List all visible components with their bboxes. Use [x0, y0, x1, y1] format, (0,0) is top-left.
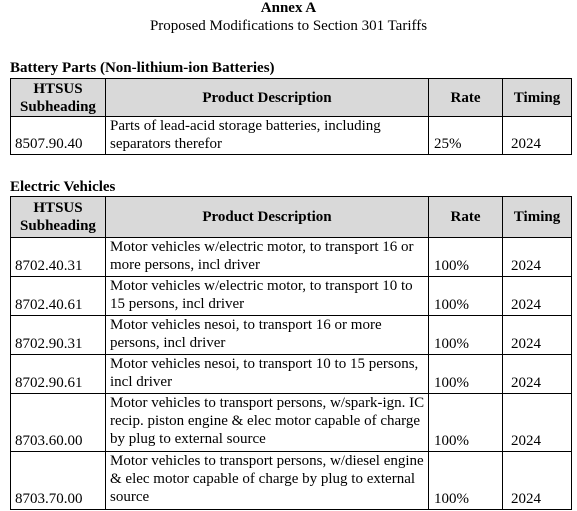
table-row: 8702.90.31 Motor vehicles nesoi, to tran… [10, 315, 572, 355]
hts-header: HTSUS Subheading [10, 78, 106, 117]
rate-value: 25% [428, 116, 503, 155]
rate-value: 100% [428, 451, 503, 510]
table-row: 8703.60.00 Motor vehicles to transport p… [10, 393, 572, 452]
timing-value: 2024 [502, 116, 572, 155]
hts-code: 8702.40.31 [10, 237, 106, 277]
rate-value: 100% [428, 276, 503, 316]
timing-value: 2024 [502, 315, 572, 355]
hts-code: 8702.40.61 [10, 276, 106, 316]
product-description: Motor vehicles to transport persons, w/d… [105, 451, 429, 510]
timing-header: Timing [502, 78, 572, 117]
timing-header: Timing [502, 196, 572, 238]
product-description: Motor vehicles to transport persons, w/s… [105, 393, 429, 452]
ev-table: HTSUS Subheading Product Description Rat… [10, 196, 572, 510]
timing-value: 2024 [502, 451, 572, 510]
ev-section-title: Electric Vehicles [10, 179, 116, 195]
table-row: 8507.90.40 Parts of lead-acid storage ba… [10, 116, 572, 155]
product-description: Parts of lead-acid storage batteries, in… [105, 116, 429, 155]
description-header: Product Description [105, 196, 429, 238]
product-description: Motor vehicles w/electric motor, to tran… [105, 237, 429, 277]
hts-code: 8702.90.31 [10, 315, 106, 355]
battery-header-row: HTSUS Subheading Product Description Rat… [10, 78, 572, 117]
description-header: Product Description [105, 78, 429, 117]
hts-code: 8702.90.61 [10, 354, 106, 394]
product-description: Motor vehicles nesoi, to transport 10 to… [105, 354, 429, 394]
rate-header: Rate [428, 196, 503, 238]
hts-code: 8703.70.00 [10, 451, 106, 510]
table-row: 8703.70.00 Motor vehicles to transport p… [10, 451, 572, 510]
product-description: Motor vehicles nesoi, to transport 16 or… [105, 315, 429, 355]
timing-value: 2024 [502, 393, 572, 452]
battery-section-title: Battery Parts (Non-lithium-ion Batteries… [10, 60, 275, 76]
hts-header: HTSUS Subheading [10, 196, 106, 238]
table-row: 8702.40.61 Motor vehicles w/electric mot… [10, 276, 572, 316]
annex-title: Annex A [260, 0, 317, 16]
timing-value: 2024 [502, 276, 572, 316]
hts-code: 8507.90.40 [10, 116, 106, 155]
ev-header-row: HTSUS Subheading Product Description Rat… [10, 196, 572, 238]
annex-subtitle: Proposed Modifications to Section 301 Ta… [149, 18, 428, 34]
table-row: 8702.90.61 Motor vehicles nesoi, to tran… [10, 354, 572, 394]
timing-value: 2024 [502, 237, 572, 277]
table-row: 8702.40.31 Motor vehicles w/electric mot… [10, 237, 572, 277]
battery-table: HTSUS Subheading Product Description Rat… [10, 78, 572, 155]
product-description: Motor vehicles w/electric motor, to tran… [105, 276, 429, 316]
rate-header: Rate [428, 78, 503, 117]
timing-value: 2024 [502, 354, 572, 394]
rate-value: 100% [428, 354, 503, 394]
hts-code: 8703.60.00 [10, 393, 106, 452]
rate-value: 100% [428, 237, 503, 277]
rate-value: 100% [428, 393, 503, 452]
rate-value: 100% [428, 315, 503, 355]
